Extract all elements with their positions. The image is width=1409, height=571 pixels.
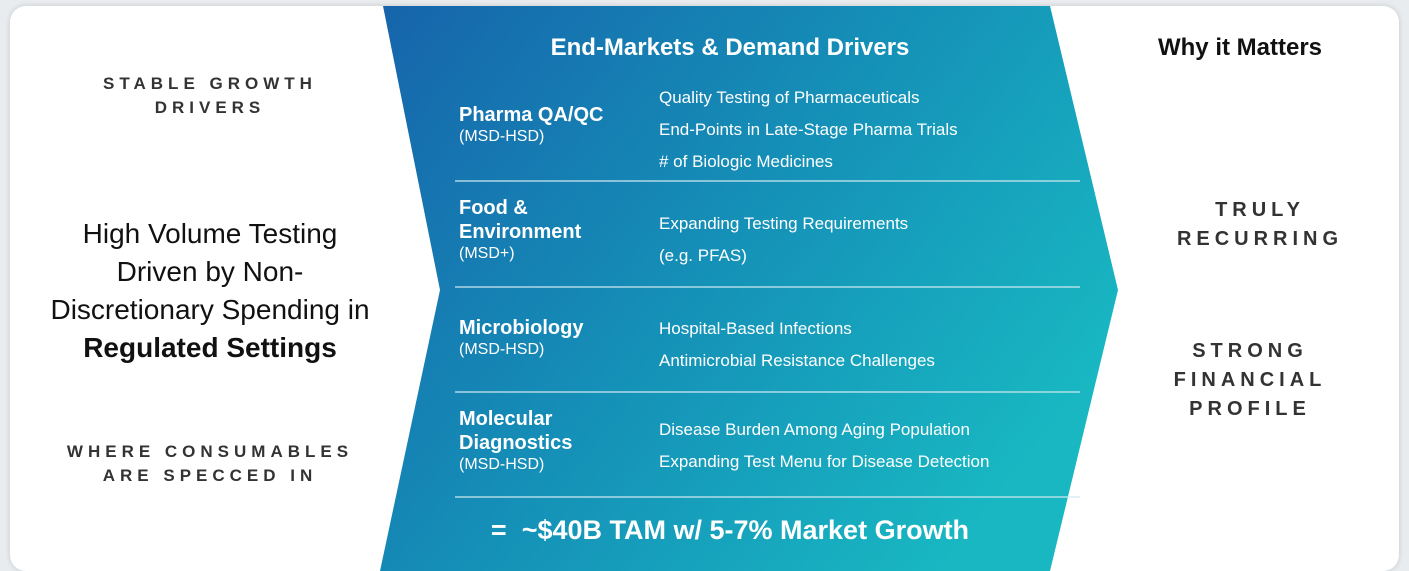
chevron	[380, 6, 1118, 571]
drivers: Expanding Testing Requirements (e.g. PFAS…	[659, 208, 908, 272]
market-title: Pharma QA/QC	[459, 104, 604, 126]
market-name: Food & Environment (MSD+)	[459, 196, 629, 264]
market-name: Pharma QA/QC (MSD-HSD)	[459, 103, 629, 147]
drivers: Disease Burden Among Aging Population Exp…	[659, 414, 989, 478]
driver: Hospital-Based Infections	[659, 319, 852, 338]
market-title: Molecular Diagnostics	[459, 408, 573, 454]
right-title: Why it Matters	[1157, 34, 1322, 61]
main-text-bold: Regulated Settings	[83, 332, 337, 363]
right-point: STRONG FINANCIAL PROFILE	[1173, 340, 1327, 420]
center-title: End-Markets & Demand Drivers	[550, 34, 910, 61]
driver: Disease Burden Among Aging Population	[659, 420, 970, 439]
right-point: TRULY RECURRING	[1176, 199, 1344, 250]
driver: # of Biologic Medicines	[659, 152, 833, 171]
driver: (e.g. PFAS)	[659, 246, 747, 265]
market-name: Molecular Diagnostics (MSD-HSD)	[459, 407, 629, 475]
left-top-label: STABLE GROWTH DRIVERS	[103, 74, 317, 117]
market-title: Food & Environment	[459, 197, 582, 243]
driver: Quality Testing of Pharmaceuticals	[659, 88, 920, 107]
left-main: High Volume Testing Driven by Non-Discre…	[40, 215, 380, 367]
drivers: Quality Testing of Pharmaceuticals End-Po…	[659, 82, 958, 178]
driver: Expanding Test Menu for Disease Detectio…	[659, 452, 990, 471]
market-growth: (MSD+)	[459, 245, 515, 262]
driver: End-Points in Late-Stage Pharma Trials	[659, 120, 958, 139]
center-footer: = ~$40B TAM w/ 5-7% Market Growth	[490, 515, 970, 545]
market-growth: (MSD-HSD)	[459, 128, 545, 145]
drivers: Hospital-Based Infections Antimicrobial R…	[659, 313, 935, 377]
driver: Antimicrobial Resistance Challenges	[659, 351, 935, 370]
market-title: Microbiology	[459, 317, 584, 339]
market-growth: (MSD-HSD)	[459, 456, 545, 473]
market-growth: (MSD-HSD)	[459, 341, 545, 358]
main-text: High Volume Testing Driven by Non-Discre…	[50, 218, 370, 325]
market-name: Microbiology (MSD-HSD)	[459, 316, 629, 360]
driver: Expanding Testing Requirements	[659, 214, 909, 233]
left-bottom-label: WHERE CONSUMABLES ARE SPECCED IN	[66, 442, 354, 485]
